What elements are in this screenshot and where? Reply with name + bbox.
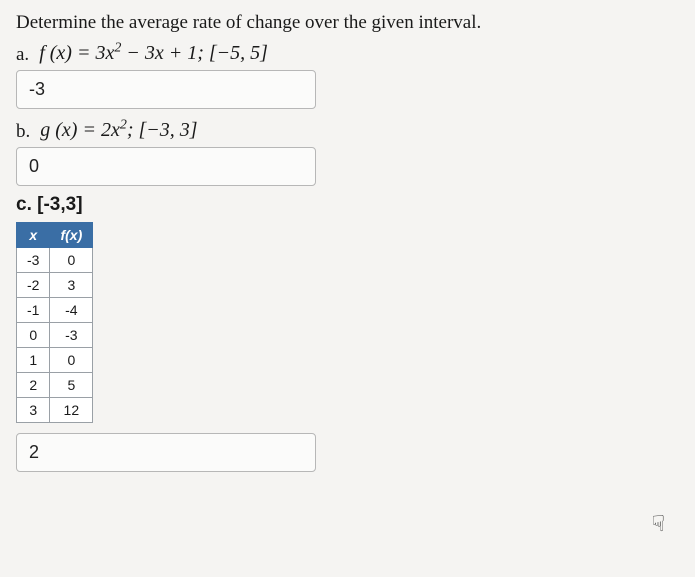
part-c-interval: [-3,3]	[37, 194, 82, 215]
part-b-label: b.	[16, 121, 30, 143]
table-cell: -3	[50, 322, 93, 347]
table-row: 10	[17, 347, 93, 372]
part-a-answer[interactable]: -3	[16, 70, 316, 109]
question-prompt: Determine the average rate of change ove…	[16, 12, 679, 34]
table-cell: 3	[50, 272, 93, 297]
table-cell: 2	[17, 372, 50, 397]
table-row: -30	[17, 247, 93, 272]
part-a-label: a.	[16, 44, 29, 66]
part-c-answer[interactable]: 2	[16, 433, 316, 472]
table-cell: 3	[17, 397, 50, 422]
table-row: 0-3	[17, 322, 93, 347]
table-cell: 5	[50, 372, 93, 397]
table-cell: -2	[17, 272, 50, 297]
part-b: b. g (x) = 2x2; [−3, 3]	[16, 117, 679, 143]
part-a: a. f (x) = 3x2 − 3x + 1; [−5, 5]	[16, 40, 679, 66]
table-col-x: x	[17, 222, 50, 247]
part-b-answer[interactable]: 0	[16, 147, 316, 186]
table-cell: 0	[17, 322, 50, 347]
pointer-icon: ☟	[652, 511, 665, 537]
table-cell: -4	[50, 297, 93, 322]
table-cell: 1	[17, 347, 50, 372]
table-row: 25	[17, 372, 93, 397]
part-a-equation: f (x) = 3x2 − 3x + 1; [−5, 5]	[39, 42, 268, 64]
table-row: -23	[17, 272, 93, 297]
table-cell: 0	[50, 347, 93, 372]
table-col-fx: f(x)	[50, 222, 93, 247]
table-row: -1-4	[17, 297, 93, 322]
part-c-heading: c. [-3,3]	[16, 194, 679, 216]
part-c-table: x f(x) -30-23-1-40-31025312	[16, 222, 93, 423]
table-cell: 0	[50, 247, 93, 272]
part-c-table-body: -30-23-1-40-31025312	[17, 247, 93, 422]
table-cell: 12	[50, 397, 93, 422]
part-c-label: c.	[16, 194, 32, 215]
part-b-equation: g (x) = 2x2; [−3, 3]	[40, 119, 197, 141]
table-row: 312	[17, 397, 93, 422]
table-cell: -3	[17, 247, 50, 272]
table-cell: -1	[17, 297, 50, 322]
